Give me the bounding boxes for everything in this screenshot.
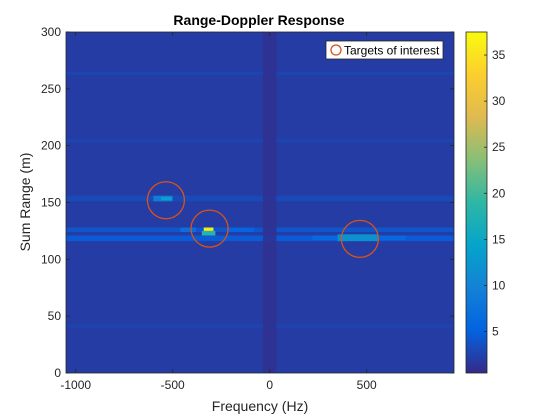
target-marker-circle (146, 181, 186, 220)
heatmap (66, 32, 454, 373)
heatmap-background-cell (66, 32, 454, 373)
heatmap-hotspot-cell (161, 196, 172, 201)
y-axis-label: Sum Range (m) (17, 153, 33, 252)
colorbar-tick-label: 5 (492, 325, 499, 339)
heatmap-hotspot-cell (337, 234, 379, 242)
range-band-cell (66, 138, 454, 143)
x-tick-label: -500 (161, 378, 185, 392)
target-marker-circle (190, 209, 229, 248)
colorbar-tick-label: 35 (492, 48, 506, 62)
heatmap-hotspot-cell (203, 227, 214, 231)
x-axis: -1000 -500 0 500 (60, 32, 377, 392)
y-tick-label: 100 (41, 252, 61, 266)
colorbar-tick-label: 20 (492, 186, 506, 200)
heatmap-hotspot-cell (312, 235, 338, 241)
colorbar-tick-label: 10 (492, 278, 506, 292)
range-band-cell (66, 71, 454, 76)
colorbar-gradient (466, 32, 487, 373)
range-band-cell (66, 324, 454, 328)
x-tick-label: -1000 (60, 378, 91, 392)
colorbar-frame (465, 31, 488, 374)
target-marker-circle (340, 219, 380, 259)
target-markers (146, 181, 380, 259)
legend: Targets of interest (325, 40, 444, 60)
colorbar-ticks: 5 10 15 20 25 30 35 (484, 48, 506, 339)
colorbar-tick-label: 15 (492, 232, 506, 246)
range-band-cell (66, 195, 454, 202)
legend-box (325, 40, 444, 60)
plot-area: -1000 -500 0 500 0 50 100 150 200 250 300 (41, 25, 455, 392)
chart-title: Range-Doppler Response (173, 12, 344, 28)
x-tick-label: 500 (357, 378, 377, 392)
legend-entry: Targets of interest (344, 44, 440, 58)
x-tick-label: 0 (266, 378, 273, 392)
y-tick-label: 50 (48, 309, 62, 323)
y-tick-label: 250 (41, 82, 61, 96)
legend-marker-circle-icon (330, 44, 342, 56)
y-tick-label: 0 (54, 366, 61, 380)
y-tick-label: 300 (41, 25, 61, 39)
heatmap-hotspot-cell (180, 227, 196, 233)
y-tick-label: 150 (41, 196, 61, 210)
colorbar: 5 10 15 20 25 30 35 (465, 31, 506, 374)
heatmap-hotspot-cell (227, 227, 255, 233)
heatmap-hotspot-cell (201, 230, 216, 236)
doppler-notch-cell (262, 32, 277, 373)
colorbar-tick-label: 25 (492, 140, 506, 154)
colorbar-tick-label: 30 (492, 94, 506, 108)
range-band-cell (66, 227, 454, 233)
x-axis-label: Frequency (Hz) (212, 398, 308, 414)
y-tick-label: 200 (41, 139, 61, 153)
heatmap-hotspot-cell (378, 235, 406, 241)
y-axis: 0 50 100 150 200 250 300 (41, 25, 454, 380)
range-band-cell (66, 235, 454, 242)
